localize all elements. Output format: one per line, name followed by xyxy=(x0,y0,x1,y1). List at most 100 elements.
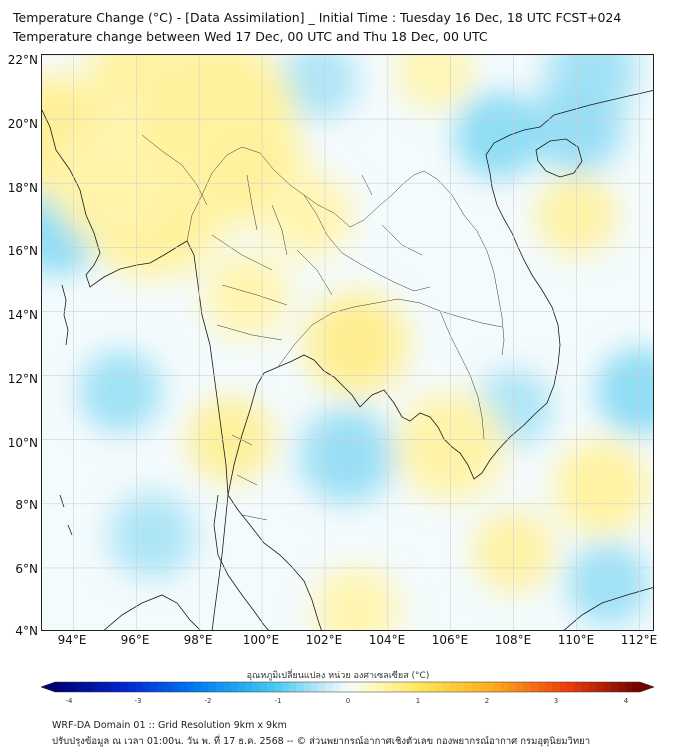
colorbar-segment xyxy=(303,682,312,692)
colorbar-segment xyxy=(508,682,517,692)
chart-title: Temperature Change (°C) - [Data Assimila… xyxy=(13,10,622,25)
colorbar-segment xyxy=(449,682,458,692)
warm-anomaly-19 xyxy=(302,289,411,398)
myanmar-coastline xyxy=(42,109,229,630)
colorbar-tick-neg3: -3 xyxy=(134,697,142,705)
lat-label-20: 20°N xyxy=(7,117,38,131)
colorbar-segment xyxy=(362,682,370,692)
colorbar-tick-neg4: -4 xyxy=(65,697,73,705)
colorbar-segment xyxy=(113,682,122,692)
colorbar-segment xyxy=(274,682,283,692)
colorbar-segment xyxy=(318,682,326,692)
cool-anomaly-8 xyxy=(566,542,649,626)
colorbar-segment xyxy=(618,682,626,692)
andaman-islands xyxy=(61,284,69,346)
footer-model-info: WRF-DA Domain 01 :: Grid Resolution 9km … xyxy=(52,720,287,731)
colorbar-segment xyxy=(98,682,107,692)
colorbar-segment xyxy=(106,682,114,692)
colorbar-segment xyxy=(574,682,582,692)
colorbar-segment xyxy=(530,682,539,692)
colorbar-segment xyxy=(406,682,414,692)
colorbar-segment xyxy=(632,682,641,692)
colorbar-segment xyxy=(245,682,253,692)
lat-label-4: 4°N xyxy=(15,624,38,638)
colorbar-tick-neg1: -1 xyxy=(274,697,282,705)
myanmar-inner-border xyxy=(141,134,208,206)
mekong-border xyxy=(303,194,431,292)
malay-peninsula-east xyxy=(227,494,322,630)
colorbar-tick-0: 0 xyxy=(345,697,351,705)
colorbar-segment xyxy=(413,682,422,692)
colorbar-segment xyxy=(435,682,443,692)
lon-label-108: 108°E xyxy=(494,633,532,647)
cool-anomaly-2 xyxy=(454,91,542,179)
colorbar-segment xyxy=(55,682,63,692)
colorbar-segment xyxy=(603,682,612,692)
lat-label-16: 16°N xyxy=(7,244,38,258)
colorbar-svg xyxy=(40,681,655,693)
colorbar-segment xyxy=(427,682,436,692)
colorbar-segment xyxy=(310,682,319,692)
colorbar-segment xyxy=(479,682,487,692)
colorbar-tick-1: 1 xyxy=(415,697,421,705)
colorbar-tick-4: 4 xyxy=(623,697,629,705)
lon-label-94: 94°E xyxy=(57,633,87,647)
cool-anomaly-3 xyxy=(296,405,397,506)
colorbar-segment xyxy=(457,682,465,692)
colorbar-segment xyxy=(610,682,619,692)
colorbar-segment xyxy=(588,682,597,692)
thailand-cambodia-border xyxy=(277,298,503,368)
colorbar-segment xyxy=(398,682,407,692)
lon-label-110: 110°E xyxy=(557,633,595,647)
temperature-field xyxy=(42,55,653,630)
lat-label-8: 8°N xyxy=(15,498,38,512)
colorbar-segment xyxy=(201,682,209,692)
colorbar-segment xyxy=(471,682,480,692)
laos-provinces xyxy=(361,174,423,256)
cool-anomaly-7 xyxy=(595,348,653,435)
borneo-coast xyxy=(563,587,653,630)
colorbar-segment xyxy=(179,682,188,692)
colorbar-segment xyxy=(281,682,290,692)
colorbar-segment xyxy=(559,682,568,692)
colorbar-segment xyxy=(223,682,231,692)
colorbar-segment xyxy=(347,682,356,692)
lon-label-106: 106°E xyxy=(431,633,469,647)
colorbar-segment xyxy=(208,682,217,692)
warm-anomaly-24 xyxy=(310,564,402,630)
country-borders xyxy=(141,134,505,521)
cool-anomaly-5 xyxy=(106,490,198,582)
colorbar-tick-3: 3 xyxy=(553,697,559,705)
warm-anomaly-17 xyxy=(263,169,355,261)
lon-label-96: 96°E xyxy=(120,633,150,647)
chart-subtitle: Temperature change between Wed 17 Dec, 0… xyxy=(13,29,488,44)
colorbar-segment xyxy=(172,682,180,692)
colorbar-segment xyxy=(296,682,305,692)
lon-label-112: 112°E xyxy=(620,633,658,647)
colorbar-segment xyxy=(76,682,85,692)
colorbar-tick-neg2: -2 xyxy=(204,697,212,705)
colorbar-segment xyxy=(128,682,136,692)
colorbar-segment xyxy=(596,682,604,692)
colorbar-segment xyxy=(84,682,92,692)
colorbar-segment xyxy=(537,682,546,692)
colorbar-segment xyxy=(91,682,100,692)
hainan-island xyxy=(535,138,583,178)
colorbar-segment xyxy=(332,682,341,692)
colorbar-max-extend xyxy=(640,682,654,692)
colorbar-segment xyxy=(391,682,400,692)
colorbar-segment xyxy=(142,682,151,692)
colorbar-title: อุณหภูมิเปลี่ยนแปลง หน่วย องศาเซลเซียส (… xyxy=(246,671,430,681)
colorbar-segment xyxy=(376,682,385,692)
colorbar-segment xyxy=(566,682,575,692)
colorbar xyxy=(40,678,655,696)
colorbar-segment xyxy=(544,682,553,692)
colorbar-segment xyxy=(186,682,195,692)
colorbar-min-extend xyxy=(41,682,55,692)
colorbar-segment xyxy=(354,682,363,692)
colorbar-segment xyxy=(523,682,531,692)
temperature-map xyxy=(41,54,654,631)
colorbar-segment xyxy=(501,682,509,692)
lon-label-104: 104°E xyxy=(368,633,406,647)
colorbar-segment xyxy=(69,682,78,692)
